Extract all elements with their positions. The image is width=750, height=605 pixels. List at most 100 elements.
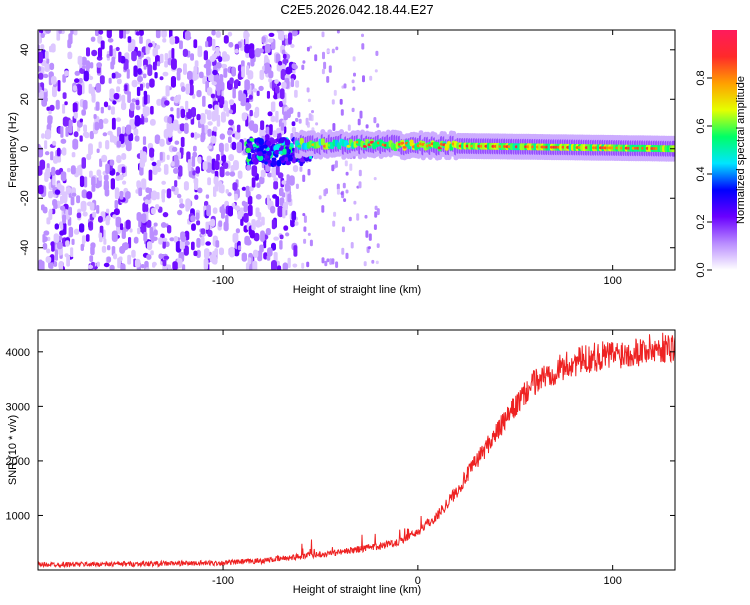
spectrogram-cell-735 <box>109 264 115 270</box>
spectrogram-cell-782 <box>156 61 160 67</box>
spectrogram-cell-1229 <box>95 82 102 93</box>
spectrogram-cell-681 <box>142 202 149 213</box>
spectrogram-cell-741 <box>277 205 284 218</box>
spectrogram-cell-990 <box>67 51 73 60</box>
spectrogram-cell-980 <box>267 111 273 117</box>
spectrogram-cell-325 <box>38 51 43 64</box>
spectrogram-cell-302 <box>289 175 295 186</box>
spectrogram-cell-725 <box>264 43 271 54</box>
spectrogram-cell-971 <box>115 175 121 181</box>
spectrogram-cell-423 <box>207 229 213 237</box>
spectrogram-cell-335 <box>266 172 273 178</box>
spectrogram-cell-1244 <box>149 147 155 158</box>
spectrogram-cell-761 <box>218 220 223 227</box>
spectrogram-cell-1419 <box>343 198 347 202</box>
spectrogram-cell-1258 <box>238 90 243 102</box>
spectrogram-cell-1278 <box>239 207 244 217</box>
spectrogram-cell-1182 <box>283 111 288 121</box>
spectrogram-cell-1647 <box>258 138 264 146</box>
spectrogram-cell-660 <box>53 155 59 164</box>
spectrogram-cell-1627 <box>264 161 268 165</box>
spectrogram-cell-1429 <box>335 261 339 268</box>
spectrogram-frame <box>37 29 676 271</box>
spectrogram-cell-1340 <box>311 110 314 114</box>
y-tick-label-3: 20 <box>19 93 31 105</box>
spectrogram-cell-410 <box>110 106 115 115</box>
spectrogram-cell-1165 <box>291 210 297 221</box>
spectrogram-cell-571 <box>138 187 143 197</box>
spectrogram-cell-1179 <box>218 181 222 188</box>
spectrogram-cell-1296 <box>45 30 51 34</box>
spectrogram-cell-1293 <box>111 230 118 242</box>
spectrogram-cell-706 <box>271 242 276 251</box>
spectrogram-cell-563 <box>234 193 238 201</box>
spectrogram-cell-1408 <box>302 213 306 217</box>
spectrogram-cell-911 <box>167 225 172 234</box>
spectrogram-cell-499 <box>164 53 169 61</box>
spectrogram-cell-1345 <box>365 230 369 238</box>
spectrogram-cell-816 <box>177 193 182 199</box>
spectrogram-cell-649 <box>218 56 223 63</box>
spectrogram-cell-1058 <box>215 84 221 92</box>
spectrogram-cell-1269 <box>57 156 62 163</box>
spectrogram-cell-1027 <box>50 43 56 53</box>
spectrogram-cell-1251 <box>73 111 78 119</box>
spectrogram-cell-1206 <box>241 66 245 78</box>
spectrogram-cell-594 <box>103 238 107 245</box>
spectrogram-cell-417 <box>176 72 181 81</box>
spectrogram-cell-1411 <box>318 195 322 200</box>
spectrogram-cell-698 <box>55 99 60 110</box>
spectrogram-cell-1623 <box>274 149 280 155</box>
spectrogram-cell-1299 <box>100 106 104 114</box>
spectrogram-cell-942 <box>52 140 57 146</box>
spectrogram-cell-890 <box>79 135 83 142</box>
spectrogram-cell-892 <box>81 157 86 169</box>
spectrogram-cell-1264 <box>44 140 48 150</box>
spectrogram-cell-1416 <box>341 247 345 255</box>
spectrogram-cell-1629 <box>289 154 293 161</box>
spectrogram-cell-447 <box>89 170 93 178</box>
spectrogram-cell-605 <box>89 62 94 69</box>
spectrogram-cell-1019 <box>243 206 248 213</box>
spectrogram-cell-1273 <box>294 221 299 226</box>
spectrogram-cell-975 <box>67 39 72 49</box>
spectrogram-cell-1383 <box>375 260 379 265</box>
spectrogram-cell-918 <box>200 228 206 235</box>
spectrogram-cell-371 <box>207 121 213 126</box>
spectrogram-cell-884 <box>86 153 92 161</box>
spectrogram-cell-351 <box>191 107 196 118</box>
spectrogram-cell-1173 <box>81 109 86 116</box>
spectrogram-cell-143 <box>273 251 278 262</box>
spectrogram-cell-1311 <box>307 232 311 236</box>
spectrogram-cell-1199 <box>62 214 67 224</box>
spectrogram-cell-132 <box>107 105 111 111</box>
spectrogram-cell-1632 <box>278 150 283 155</box>
snr-axes: -100 0 100 1000 2000 3000 4000 <box>6 330 675 587</box>
spectrogram-cell-770 <box>193 145 197 152</box>
spectrogram-cell-1011 <box>134 115 141 127</box>
spectrogram-cell-1176 <box>116 78 122 85</box>
spectrogram-cell-502 <box>162 71 169 77</box>
spectrogram-cell-1022 <box>79 223 85 233</box>
spectrogram-cell-1116 <box>131 50 137 62</box>
spectrogram-cell-531 <box>79 67 86 74</box>
spectrogram-cell-1237 <box>48 190 53 199</box>
spectrogram-cell-1271 <box>98 30 104 35</box>
spectrogram-cell-1338 <box>302 174 306 182</box>
spectrogram-cell-403 <box>73 228 80 235</box>
spectrogram-cell-771 <box>126 68 130 79</box>
spectrogram-cell-757 <box>273 177 279 182</box>
spectrogram-cell-1395 <box>375 50 379 56</box>
spectrogram-cell-1295 <box>150 250 154 256</box>
spectrogram-cell-1115 <box>72 85 78 91</box>
spectrogram-cell-1315 <box>362 75 365 83</box>
spectrogram-cell-1103 <box>82 235 86 244</box>
spectrogram-cell-1142 <box>227 205 233 217</box>
spectrogram-cell-675 <box>232 182 238 191</box>
spectrogram-cell-937 <box>271 166 277 178</box>
spectrogram-cell-925 <box>72 138 79 150</box>
y-tick-label-2: 3000 <box>6 401 30 413</box>
spectrogram-cell-967 <box>108 77 112 84</box>
spectrogram-cell-1037 <box>203 63 209 69</box>
spectrogram-cell-1051 <box>164 129 168 139</box>
